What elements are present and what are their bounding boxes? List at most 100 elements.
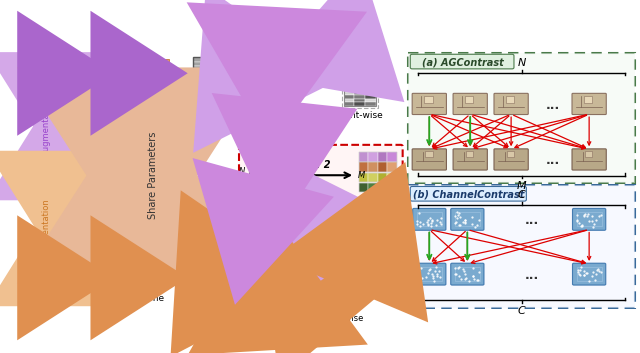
Bar <box>257 160 266 164</box>
Bar <box>342 301 353 305</box>
Text: point-wise: point-wise <box>242 203 282 212</box>
Bar <box>342 240 353 243</box>
Bar <box>210 71 218 76</box>
Bar <box>257 196 266 200</box>
Bar <box>218 80 227 85</box>
Bar <box>577 213 602 226</box>
Bar <box>227 289 235 294</box>
Bar <box>266 188 275 192</box>
Bar <box>320 226 331 229</box>
Bar <box>202 66 210 71</box>
Bar <box>365 77 376 80</box>
Bar <box>342 222 353 226</box>
Bar <box>331 291 342 294</box>
Bar <box>218 85 227 89</box>
Bar <box>365 84 376 88</box>
Bar <box>320 240 331 243</box>
Bar <box>331 263 342 267</box>
Bar <box>320 263 331 267</box>
Bar <box>355 80 365 84</box>
Bar <box>266 172 275 176</box>
Bar <box>355 102 365 106</box>
FancyBboxPatch shape <box>572 149 606 170</box>
Bar <box>365 99 376 102</box>
Bar <box>210 266 218 271</box>
Text: (a) AGContrast: (a) AGContrast <box>422 57 504 67</box>
Bar <box>355 77 365 80</box>
Bar <box>320 236 331 240</box>
Bar <box>320 256 353 309</box>
Bar <box>344 62 355 66</box>
Bar <box>344 84 355 88</box>
Bar <box>227 275 235 280</box>
Bar <box>320 294 331 298</box>
Bar <box>344 55 376 106</box>
Bar <box>344 66 355 70</box>
Bar <box>266 156 275 160</box>
Bar <box>320 280 331 284</box>
Bar <box>320 233 331 236</box>
Bar <box>266 192 275 196</box>
Bar <box>331 211 342 215</box>
Bar <box>378 162 387 172</box>
Bar <box>342 219 353 222</box>
Bar <box>355 66 365 70</box>
Bar <box>235 285 243 289</box>
Bar <box>344 70 355 73</box>
Bar <box>320 270 331 274</box>
Bar <box>235 71 243 76</box>
Text: ...: ... <box>546 154 560 167</box>
FancyBboxPatch shape <box>36 61 76 86</box>
Bar <box>257 176 266 180</box>
Bar <box>408 53 635 183</box>
Text: N: N <box>517 58 526 68</box>
Bar <box>218 262 227 266</box>
FancyBboxPatch shape <box>451 263 484 285</box>
Bar <box>318 255 355 310</box>
Bar <box>342 305 353 309</box>
Bar <box>365 70 376 73</box>
Bar <box>359 162 369 172</box>
Bar <box>369 173 378 182</box>
Bar <box>342 236 353 240</box>
Bar <box>193 280 202 285</box>
Bar <box>218 289 227 294</box>
Bar <box>369 152 378 162</box>
Bar <box>344 77 355 80</box>
Bar <box>342 277 353 280</box>
Bar <box>506 96 515 103</box>
Bar <box>378 173 387 182</box>
Bar <box>320 287 331 291</box>
Bar <box>248 196 257 200</box>
Bar <box>193 57 243 89</box>
Bar <box>133 266 143 285</box>
Bar <box>133 61 143 80</box>
Bar <box>320 197 353 250</box>
Bar <box>465 96 474 103</box>
Bar <box>156 266 164 285</box>
Bar <box>331 204 342 208</box>
Bar <box>342 215 353 219</box>
Bar <box>355 99 365 102</box>
Bar <box>408 185 635 308</box>
Bar <box>342 298 353 301</box>
Bar <box>355 70 365 73</box>
Text: segment-wise: segment-wise <box>351 214 404 223</box>
Bar <box>417 213 442 226</box>
Bar <box>202 71 210 76</box>
Bar <box>193 289 202 294</box>
Bar <box>320 197 331 201</box>
Bar <box>344 102 355 106</box>
Bar <box>331 298 342 301</box>
Bar <box>320 301 331 305</box>
Text: ...: ... <box>546 99 560 112</box>
Bar <box>331 229 342 233</box>
FancyBboxPatch shape <box>36 167 76 192</box>
Bar <box>210 62 218 66</box>
Bar <box>257 172 266 176</box>
Text: $\mathbf{F}^1 \in \mathbb{R}^{N\times C}$: $\mathbf{F}^1 \in \mathbb{R}^{N\times C}… <box>195 95 242 108</box>
Bar <box>235 275 243 280</box>
Bar <box>257 156 266 160</box>
Bar <box>210 66 218 71</box>
Text: M: M <box>358 171 365 180</box>
